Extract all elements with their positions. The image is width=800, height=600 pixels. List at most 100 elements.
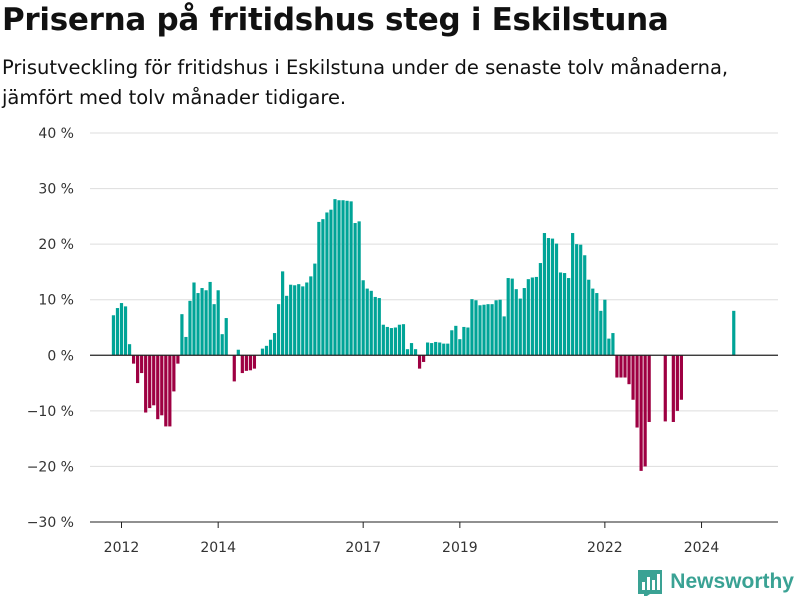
bar bbox=[365, 288, 369, 356]
x-tick-label: 2012 bbox=[104, 540, 140, 556]
bar bbox=[232, 355, 236, 382]
bar bbox=[184, 336, 188, 356]
bar bbox=[526, 279, 530, 356]
bar bbox=[599, 310, 603, 356]
bar bbox=[542, 233, 547, 356]
bar bbox=[115, 308, 120, 356]
bar bbox=[607, 338, 611, 356]
y-tick-label: 30 % bbox=[38, 182, 74, 198]
bar bbox=[260, 348, 265, 356]
bar bbox=[281, 271, 285, 356]
bar bbox=[377, 298, 381, 356]
bar bbox=[329, 209, 333, 356]
bar bbox=[401, 324, 406, 356]
bar bbox=[546, 238, 551, 356]
bar bbox=[136, 355, 140, 384]
bar bbox=[470, 299, 474, 356]
y-tick-label: 10 % bbox=[38, 293, 74, 309]
bar bbox=[405, 349, 410, 356]
bar bbox=[204, 290, 208, 356]
bar bbox=[498, 299, 502, 356]
bar bbox=[248, 355, 252, 371]
bar bbox=[264, 345, 269, 356]
x-tick-label: 2024 bbox=[684, 540, 720, 556]
bar bbox=[583, 255, 587, 356]
bar bbox=[502, 316, 506, 356]
bar bbox=[268, 339, 273, 356]
bar bbox=[285, 295, 289, 356]
bar bbox=[196, 293, 200, 356]
bar bbox=[454, 325, 458, 356]
annotations: 8 % bbox=[745, 0, 772, 4]
bar bbox=[663, 355, 667, 422]
bar bbox=[623, 355, 627, 378]
bar bbox=[216, 290, 220, 356]
bar bbox=[647, 355, 651, 422]
bar bbox=[430, 343, 434, 356]
bar bbox=[289, 284, 293, 356]
bar bbox=[180, 314, 184, 356]
bar bbox=[494, 300, 498, 356]
bar bbox=[478, 305, 482, 356]
bar bbox=[389, 328, 393, 356]
grid-lines bbox=[90, 132, 778, 467]
bar bbox=[550, 238, 555, 356]
bar bbox=[486, 304, 490, 356]
bar bbox=[317, 221, 321, 356]
bar bbox=[188, 300, 192, 356]
bar bbox=[192, 282, 196, 356]
bar bbox=[301, 286, 305, 356]
bar bbox=[397, 324, 402, 356]
bar bbox=[236, 349, 240, 356]
bar bbox=[514, 289, 518, 356]
bar bbox=[422, 355, 426, 362]
bar bbox=[208, 281, 212, 356]
bar bbox=[333, 199, 337, 356]
bar bbox=[127, 344, 132, 356]
bar bbox=[522, 288, 526, 356]
bar bbox=[156, 355, 160, 420]
bar bbox=[506, 278, 510, 356]
bar bbox=[176, 355, 180, 364]
y-tick-label: −30 % bbox=[27, 515, 74, 531]
bar bbox=[538, 263, 543, 356]
bar bbox=[619, 355, 623, 378]
bar bbox=[482, 304, 486, 356]
bar bbox=[562, 273, 567, 356]
bar bbox=[675, 355, 679, 411]
bar bbox=[381, 324, 385, 356]
chart-subtitle: Prisutveckling för fritidshus i Eskilstu… bbox=[2, 56, 729, 109]
bar bbox=[309, 276, 313, 356]
bar bbox=[240, 355, 244, 374]
bar bbox=[732, 310, 736, 356]
bars bbox=[111, 199, 736, 471]
bar bbox=[369, 290, 373, 356]
y-tick-label: −20 % bbox=[27, 459, 74, 475]
bar bbox=[631, 355, 635, 400]
bar bbox=[458, 339, 462, 356]
bar bbox=[123, 306, 128, 356]
bar bbox=[558, 272, 563, 356]
bar bbox=[434, 341, 438, 356]
bar bbox=[297, 284, 301, 356]
bar bbox=[373, 296, 377, 356]
bar bbox=[353, 223, 357, 356]
chart-title: Priserna på fritidshus steg i Eskilstuna bbox=[2, 2, 669, 38]
bar bbox=[272, 333, 277, 356]
bar bbox=[474, 300, 478, 356]
bar bbox=[357, 221, 361, 356]
bar bbox=[643, 355, 647, 467]
bar bbox=[627, 355, 631, 385]
bar bbox=[168, 355, 172, 427]
bar bbox=[571, 233, 575, 356]
bar bbox=[591, 288, 595, 356]
y-axis-labels: 40 % 30 % 20 % 10 % 0 % −10 % −20 % −30 % bbox=[27, 126, 74, 531]
bar bbox=[466, 327, 470, 356]
bar bbox=[587, 279, 591, 356]
bar bbox=[639, 355, 643, 471]
bar bbox=[615, 355, 619, 378]
bar bbox=[341, 200, 345, 356]
bar bbox=[160, 355, 164, 416]
bar bbox=[442, 343, 446, 356]
